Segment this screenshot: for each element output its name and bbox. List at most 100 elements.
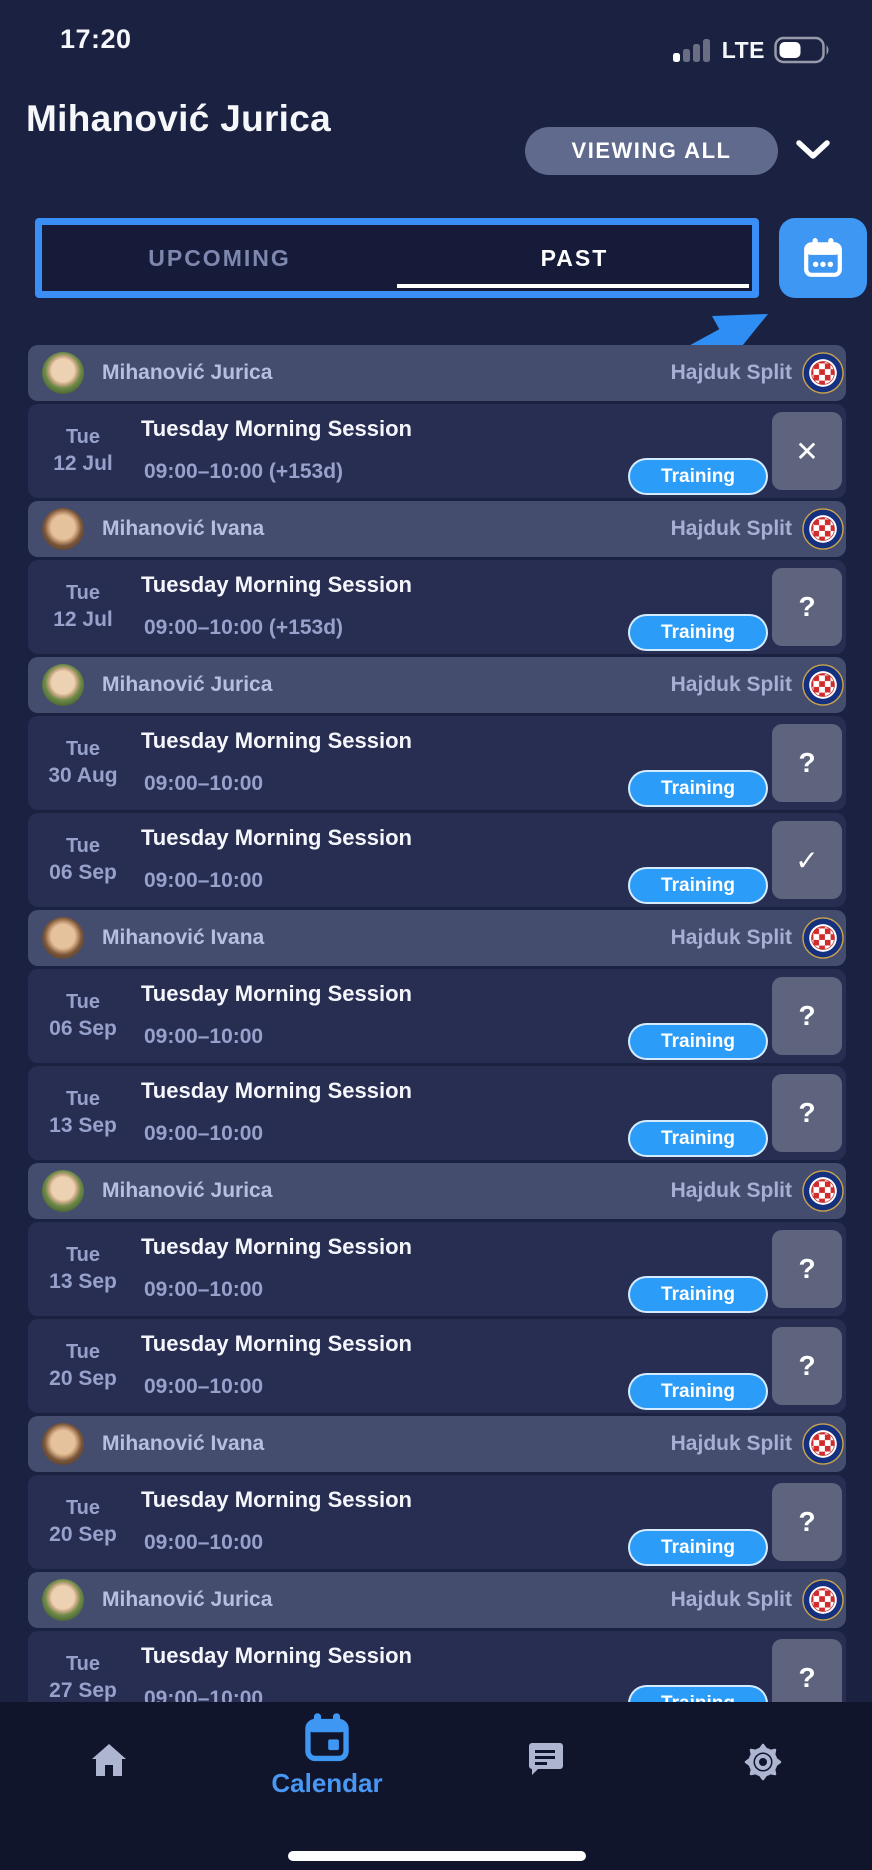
calendar-icon bbox=[804, 238, 842, 277]
athlete-avatar bbox=[42, 352, 84, 394]
chat-icon bbox=[529, 1743, 563, 1775]
event-time: 09:00–10:00 bbox=[144, 772, 264, 795]
event-title: Tuesday Morning Session bbox=[141, 1643, 412, 1668]
home-indicator[interactable] bbox=[288, 1851, 586, 1861]
event-title: Tuesday Morning Session bbox=[141, 728, 412, 753]
home-icon bbox=[92, 1744, 126, 1776]
athlete-avatar bbox=[42, 1170, 84, 1212]
club-badge-icon bbox=[802, 1579, 844, 1621]
event-date: Tue 13 Sep bbox=[49, 1088, 117, 1137]
club-badge-icon bbox=[802, 917, 844, 959]
event-type-badge: Training bbox=[628, 614, 768, 651]
event-title: Tuesday Morning Session bbox=[141, 825, 412, 850]
event-date: Tue 13 Sep bbox=[49, 1244, 117, 1293]
athlete-name: Mihanović Jurica bbox=[102, 361, 273, 384]
event-row[interactable]: Tue 30 Aug Tuesday Morning Session 09:00… bbox=[28, 716, 846, 810]
event-time: 09:00–10:00 (+153d) bbox=[144, 616, 344, 639]
event-row[interactable]: Tue 06 Sep Tuesday Morning Session 09:00… bbox=[28, 969, 846, 1063]
event-row[interactable]: Tue 13 Sep Tuesday Morning Session 09:00… bbox=[28, 1066, 846, 1160]
event-row[interactable]: Tue 20 Sep Tuesday Morning Session 09:00… bbox=[28, 1319, 846, 1413]
event-row[interactable]: Tue 13 Sep Tuesday Morning Session 09:00… bbox=[28, 1222, 846, 1316]
event-row[interactable]: Tue 12 Jul Tuesday Morning Session 09:00… bbox=[28, 560, 846, 654]
event-row[interactable]: Tue 06 Sep Tuesday Morning Session 09:00… bbox=[28, 813, 846, 907]
athlete-avatar bbox=[42, 664, 84, 706]
nav-item-messages[interactable] bbox=[436, 1702, 654, 1870]
attendance-status-button[interactable]: ✕ bbox=[772, 412, 842, 490]
event-time: 09:00–10:00 bbox=[144, 1375, 264, 1398]
event-date: Tue 12 Jul bbox=[53, 582, 113, 631]
question-icon: ? bbox=[798, 1253, 816, 1284]
calendar-tab-icon bbox=[305, 1713, 349, 1762]
athlete-name: Mihanović Ivana bbox=[102, 517, 265, 540]
attendance-status-button[interactable]: ? bbox=[772, 1327, 842, 1405]
attendance-status-button[interactable]: ? bbox=[772, 977, 842, 1055]
club-name: Hajduk Split bbox=[670, 1432, 792, 1455]
status-bar-right: LTE bbox=[672, 36, 832, 64]
chevron-down-icon[interactable] bbox=[795, 139, 831, 161]
club-name: Hajduk Split bbox=[670, 1588, 792, 1611]
event-date: Tue 12 Jul bbox=[53, 426, 113, 475]
status-bar-time: 17:20 bbox=[60, 24, 132, 54]
athlete-name: Mihanović Ivana bbox=[102, 1432, 265, 1455]
club-name: Hajduk Split bbox=[670, 361, 792, 384]
athlete-name: Mihanović Ivana bbox=[102, 926, 265, 949]
attendance-status-button[interactable]: ✓ bbox=[772, 821, 842, 899]
selected-tab-underline bbox=[397, 284, 749, 288]
athlete-section-header: Mihanović Ivana Hajduk Split bbox=[28, 501, 846, 557]
event-time: 09:00–10:00 (+153d) bbox=[144, 460, 344, 483]
club-name: Hajduk Split bbox=[670, 926, 792, 949]
club-name: Hajduk Split bbox=[670, 1179, 792, 1202]
attendance-status-button[interactable]: ? bbox=[772, 1483, 842, 1561]
attendance-status-button[interactable]: ? bbox=[772, 568, 842, 646]
tab-upcoming[interactable]: UPCOMING bbox=[148, 244, 291, 271]
athlete-avatar bbox=[42, 1579, 84, 1621]
question-icon: ? bbox=[798, 1350, 816, 1381]
x-icon: ✕ bbox=[795, 435, 819, 467]
event-date: Tue 20 Sep bbox=[49, 1497, 117, 1546]
event-date: Tue 20 Sep bbox=[49, 1341, 117, 1390]
athlete-avatar bbox=[42, 508, 84, 550]
question-icon: ? bbox=[798, 1097, 816, 1128]
nav-item-settings[interactable] bbox=[654, 1702, 872, 1870]
event-list[interactable]: Mihanović Jurica Hajduk Split Tue 12 Jul bbox=[28, 345, 846, 1728]
athlete-avatar bbox=[42, 917, 84, 959]
event-title: Tuesday Morning Session bbox=[141, 572, 412, 597]
event-title: Tuesday Morning Session bbox=[141, 1234, 412, 1259]
network-type-label: LTE bbox=[721, 36, 765, 63]
nav-calendar-label: Calendar bbox=[271, 1768, 383, 1798]
event-type-badge: Training bbox=[628, 1373, 768, 1410]
club-badge-icon bbox=[802, 1170, 844, 1212]
athlete-section-header: Mihanović Jurica Hajduk Split bbox=[28, 1163, 846, 1219]
attendance-status-button[interactable]: ? bbox=[772, 1074, 842, 1152]
battery-icon bbox=[774, 36, 829, 64]
athlete-section-header: Mihanović Ivana Hajduk Split bbox=[28, 1416, 846, 1472]
event-time: 09:00–10:00 bbox=[144, 1531, 264, 1554]
event-title: Tuesday Morning Session bbox=[141, 981, 412, 1006]
calendar-view-button[interactable] bbox=[779, 218, 867, 298]
club-badge-icon bbox=[802, 1423, 844, 1465]
club-badge-icon bbox=[802, 352, 844, 394]
event-time: 09:00–10:00 bbox=[144, 1278, 264, 1301]
athlete-section-header: Mihanović Ivana Hajduk Split bbox=[28, 910, 846, 966]
event-title: Tuesday Morning Session bbox=[141, 416, 412, 441]
viewing-all-button[interactable]: VIEWING ALL bbox=[525, 127, 778, 175]
attendance-status-button[interactable]: ? bbox=[772, 724, 842, 802]
event-date: Tue 06 Sep bbox=[49, 835, 117, 884]
nav-item-home[interactable] bbox=[0, 1702, 218, 1870]
event-type-badge: Training bbox=[628, 1529, 768, 1566]
tab-past[interactable]: PAST bbox=[540, 244, 609, 271]
event-title: Tuesday Morning Session bbox=[141, 1078, 412, 1103]
event-title: Tuesday Morning Session bbox=[141, 1487, 412, 1512]
nav-item-calendar[interactable]: Calendar bbox=[218, 1702, 436, 1870]
event-type-badge: Training bbox=[628, 1120, 768, 1157]
event-row[interactable]: Tue 20 Sep Tuesday Morning Session 09:00… bbox=[28, 1475, 846, 1569]
club-name: Hajduk Split bbox=[670, 517, 792, 540]
check-icon: ✓ bbox=[795, 844, 819, 876]
attendance-status-button[interactable]: ? bbox=[772, 1230, 842, 1308]
event-type-badge: Training bbox=[628, 1276, 768, 1313]
bottom-navigation: Calendar bbox=[0, 1702, 872, 1870]
page-title: Mihanović Jurica bbox=[26, 98, 332, 139]
event-row[interactable]: Tue 12 Jul Tuesday Morning Session 09:00… bbox=[28, 404, 846, 498]
athlete-name: Mihanović Jurica bbox=[102, 1179, 273, 1202]
event-date: Tue 30 Aug bbox=[48, 738, 118, 787]
